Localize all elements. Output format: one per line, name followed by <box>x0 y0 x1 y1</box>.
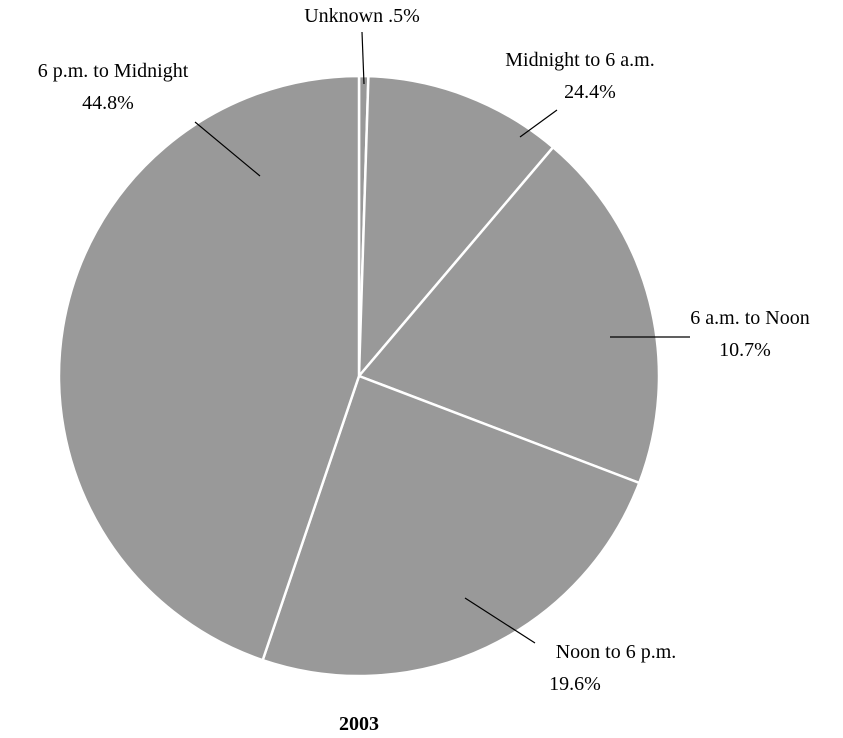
leader-line <box>519 109 558 138</box>
pie-slice <box>357 74 555 380</box>
value-label: 24.4% <box>564 81 616 103</box>
category-label: 6 a.m. to Noon <box>690 307 809 329</box>
pie-slice <box>356 145 661 485</box>
value-label: .5% <box>388 5 420 27</box>
value-label: 10.7% <box>719 339 771 361</box>
value-label: 44.8% <box>82 92 134 114</box>
category-label: Noon to 6 p.m. <box>556 641 677 663</box>
slice-label: Unknown .5% <box>304 5 420 27</box>
pie-slice <box>57 74 361 662</box>
category-label: Midnight to 6 a.m. <box>505 49 654 71</box>
chart-title: 2003 <box>339 713 379 735</box>
pie-slice <box>261 374 641 678</box>
leader-line <box>361 31 365 85</box>
category-label: Unknown <box>304 5 383 27</box>
category-label: 6 p.m. to Midnight <box>38 60 189 82</box>
value-label: 19.6% <box>549 673 601 695</box>
leader-line <box>464 597 536 644</box>
leader-line <box>194 121 261 177</box>
